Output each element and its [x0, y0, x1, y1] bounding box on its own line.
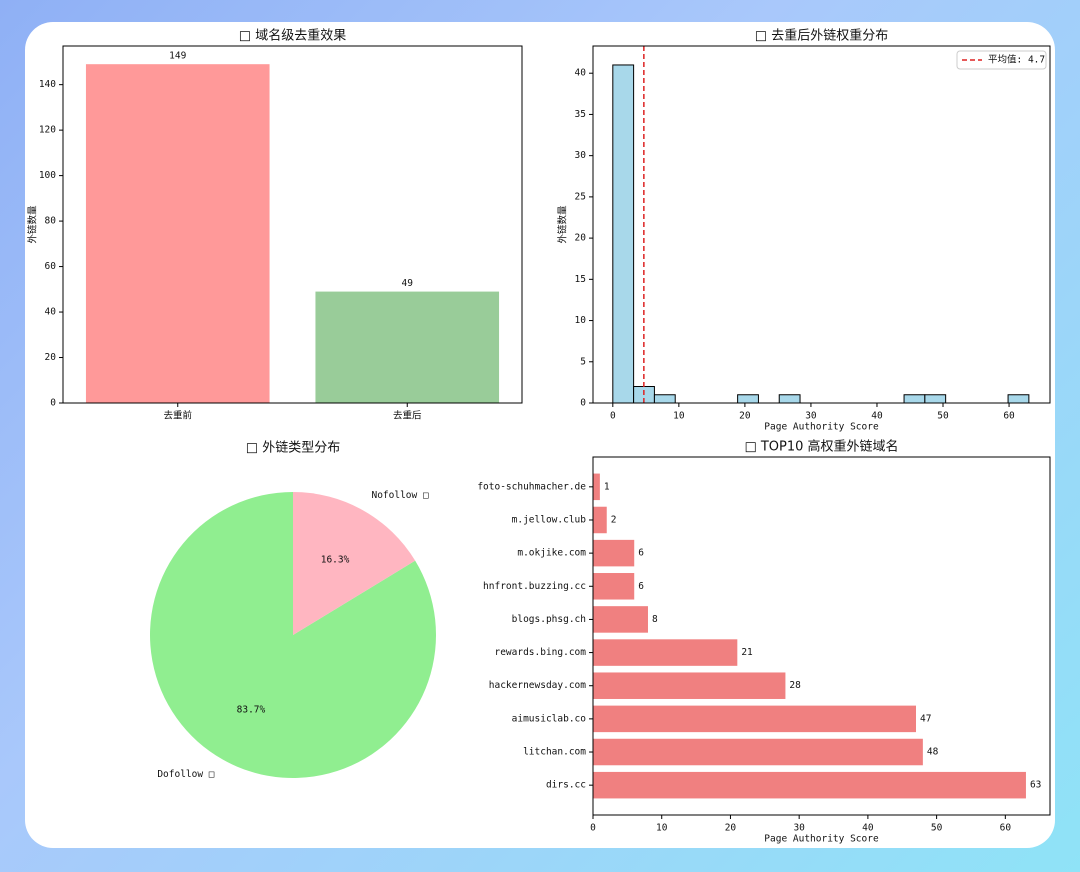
y-tick-label: m.jellow.club — [512, 514, 587, 525]
hist-bar — [778, 394, 801, 404]
bar — [593, 771, 1026, 799]
y-tick-label: 120 — [39, 125, 56, 136]
x-tick-label: 10 — [656, 823, 668, 834]
bar — [593, 473, 600, 501]
axes-frame — [592, 456, 1051, 816]
y-axis-label: 外链数量 — [557, 205, 569, 244]
chart-title: □ 外链类型分布 — [246, 441, 340, 456]
hist-bar — [653, 394, 676, 404]
x-tick-label: 20 — [739, 411, 751, 422]
y-tick-label: rewards.bing.com — [494, 647, 586, 658]
bar — [593, 506, 607, 534]
x-tick-label: 40 — [871, 411, 883, 422]
y-tick-label: 140 — [39, 79, 56, 90]
pie-percent: 83.7% — [237, 704, 266, 715]
y-tick-label: blogs.phsg.ch — [512, 614, 586, 625]
pie-slice — [293, 492, 416, 635]
y-tick-label: hackernewsday.com — [489, 680, 587, 691]
x-axis-label: Page Authority Score — [764, 422, 879, 433]
y-tick-label: 40 — [575, 68, 587, 79]
y-tick-label: m.okjike.com — [517, 548, 586, 559]
y-tick-label: 35 — [575, 109, 586, 120]
value-label: 47 — [920, 713, 931, 724]
y-axis-label: 外链数量 — [27, 205, 39, 244]
axes-frame — [62, 45, 523, 404]
pie-label: Dofollow □ — [157, 769, 214, 780]
y-tick-label: 15 — [575, 274, 586, 285]
x-tick-label: 60 — [1003, 411, 1015, 422]
y-tick-label: 60 — [45, 261, 57, 272]
bar — [593, 573, 635, 600]
chart-title: □ TOP10 高权重外链域名 — [744, 439, 898, 455]
y-tick-label: hnfront.buzzing.cc — [483, 581, 586, 592]
x-tick-label: 0 — [610, 411, 616, 422]
y-tick-label: 20 — [575, 233, 587, 244]
legend-label: 平均值: 4.7 — [988, 54, 1045, 66]
y-tick-label: 25 — [575, 191, 586, 202]
value-label: 48 — [927, 747, 939, 758]
y-tick-label: aimusiclab.co — [512, 713, 587, 724]
x-tick-label: 40 — [862, 823, 874, 834]
value-label: 2 — [611, 514, 617, 525]
x-tick-label: 30 — [793, 823, 805, 834]
value-label: 6 — [638, 548, 644, 559]
y-tick-label: 0 — [50, 398, 56, 409]
x-tick-label: 50 — [937, 411, 949, 422]
value-label: 149 — [169, 51, 186, 62]
x-tick-label: 20 — [725, 823, 737, 834]
value-label: 63 — [1030, 780, 1041, 791]
y-tick-label: foto-schuhmacher.de — [477, 481, 586, 492]
value-label: 1 — [604, 481, 610, 492]
y-tick-label: 80 — [45, 216, 57, 227]
y-tick-label: 5 — [580, 356, 586, 367]
y-tick-label: 30 — [575, 150, 587, 161]
bar — [593, 705, 916, 733]
chart-title: □ 域名级去重效果 — [239, 28, 346, 44]
y-tick-label: 10 — [575, 315, 587, 326]
value-label: 8 — [652, 614, 658, 625]
hist-bar — [903, 394, 926, 404]
pie-label: Nofollow □ — [371, 490, 428, 501]
bar — [85, 64, 270, 403]
hist-bar — [612, 64, 635, 404]
x-tick-label: 10 — [673, 411, 685, 422]
bar — [593, 539, 635, 567]
value-label: 49 — [402, 278, 414, 289]
bar — [593, 639, 738, 666]
hist-bar — [924, 394, 947, 404]
x-tick-label: 50 — [931, 823, 943, 834]
bar — [315, 291, 500, 403]
x-tick-label: 60 — [1000, 823, 1012, 834]
legend-box — [956, 50, 1047, 70]
y-tick-label: litchan.com — [523, 747, 586, 758]
x-tick-label: 去重后 — [393, 410, 422, 422]
y-tick-label: 40 — [45, 307, 57, 318]
x-tick-label: 30 — [805, 411, 817, 422]
x-tick-label: 去重前 — [163, 410, 192, 422]
value-label: 21 — [741, 647, 753, 658]
y-tick-label: 20 — [45, 352, 57, 363]
axes-frame — [592, 45, 1051, 404]
y-tick-label: dirs.cc — [546, 780, 586, 791]
chart-title: □ 去重后外链权重分布 — [755, 28, 888, 44]
y-tick-label: 0 — [580, 398, 586, 409]
bar — [593, 606, 648, 633]
bar — [593, 738, 923, 766]
pie-percent: 16.3% — [321, 555, 350, 566]
hist-bar — [737, 394, 759, 404]
x-axis-label: Page Authority Score — [764, 834, 879, 845]
y-tick-label: 100 — [39, 170, 56, 181]
value-label: 6 — [638, 581, 644, 592]
bar — [593, 672, 786, 699]
x-tick-label: 0 — [590, 823, 596, 834]
value-label: 28 — [789, 680, 801, 691]
hist-bar — [1007, 394, 1030, 404]
